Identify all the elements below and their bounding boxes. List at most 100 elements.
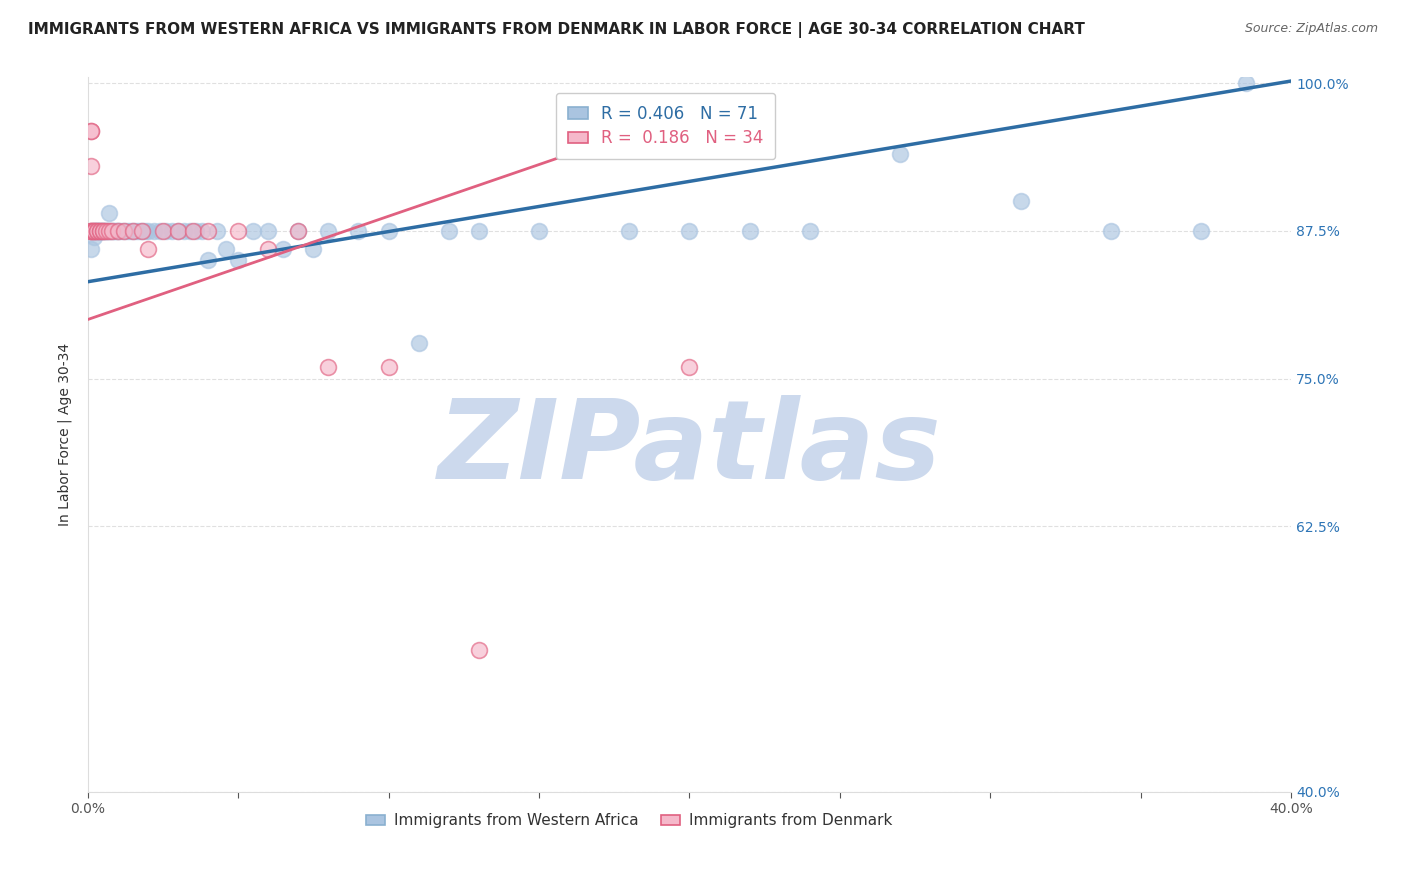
Point: [86, 224, 108, 238]
Point: [678, 359, 700, 374]
Point: [437, 224, 460, 238]
Point: [97, 224, 120, 238]
Point: [136, 242, 159, 256]
Point: [94, 224, 117, 238]
Point: [468, 643, 491, 657]
Point: [125, 224, 148, 238]
Point: [83, 224, 105, 238]
Point: [89, 224, 111, 238]
Point: [191, 224, 214, 238]
Point: [83, 224, 105, 238]
Point: [302, 242, 325, 256]
Point: [89, 224, 111, 238]
Point: [112, 224, 135, 238]
Point: [181, 224, 204, 238]
Point: [107, 224, 129, 238]
Point: [79, 242, 101, 256]
Point: [94, 224, 117, 238]
Point: [197, 224, 219, 238]
Point: [152, 224, 174, 238]
Point: [179, 224, 201, 238]
Point: [197, 253, 219, 268]
Point: [100, 224, 122, 238]
Point: [408, 336, 430, 351]
Point: [242, 224, 264, 238]
Point: [377, 359, 399, 374]
Point: [205, 224, 228, 238]
Point: [889, 147, 911, 161]
Point: [89, 224, 111, 238]
Point: [91, 224, 114, 238]
Point: [155, 224, 177, 238]
Text: Source: ZipAtlas.com: Source: ZipAtlas.com: [1244, 22, 1378, 36]
Point: [91, 224, 114, 238]
Point: [131, 224, 153, 238]
Point: [79, 123, 101, 137]
Point: [91, 224, 114, 238]
Point: [79, 123, 101, 137]
Point: [131, 224, 153, 238]
Point: [100, 224, 122, 238]
Point: [97, 206, 120, 220]
Point: [97, 224, 120, 238]
Point: [118, 224, 141, 238]
Point: [79, 224, 101, 238]
Point: [287, 224, 309, 238]
Point: [107, 224, 129, 238]
Text: ZIPatlas: ZIPatlas: [437, 395, 942, 502]
Text: IMMIGRANTS FROM WESTERN AFRICA VS IMMIGRANTS FROM DENMARK IN LABOR FORCE | AGE 3: IMMIGRANTS FROM WESTERN AFRICA VS IMMIGR…: [28, 22, 1085, 38]
Point: [799, 224, 821, 238]
Point: [110, 224, 132, 238]
Point: [86, 224, 108, 238]
Point: [318, 224, 340, 238]
Point: [79, 224, 101, 238]
Point: [91, 224, 114, 238]
Point: [173, 224, 195, 238]
Point: [79, 159, 101, 173]
Point: [149, 224, 172, 238]
Point: [136, 224, 159, 238]
Point: [83, 224, 105, 238]
Point: [738, 224, 761, 238]
Point: [104, 224, 127, 238]
Point: [86, 224, 108, 238]
Point: [79, 224, 101, 238]
Point: [215, 242, 238, 256]
Point: [619, 224, 641, 238]
Point: [271, 242, 294, 256]
Point: [86, 224, 108, 238]
Point: [89, 224, 111, 238]
Point: [184, 224, 207, 238]
Point: [94, 224, 117, 238]
Point: [318, 359, 340, 374]
Point: [226, 253, 249, 268]
Y-axis label: In Labor Force | Age 30-34: In Labor Force | Age 30-34: [58, 343, 72, 526]
Point: [121, 224, 143, 238]
Point: [121, 224, 143, 238]
Point: [86, 224, 108, 238]
Point: [86, 224, 108, 238]
Point: [134, 224, 156, 238]
Point: [91, 224, 114, 238]
Point: [100, 224, 122, 238]
Point: [1234, 76, 1257, 90]
Point: [104, 224, 127, 238]
Point: [83, 224, 105, 238]
Point: [167, 224, 190, 238]
Point: [128, 224, 150, 238]
Point: [1099, 224, 1122, 238]
Point: [142, 224, 165, 238]
Point: [1010, 194, 1032, 209]
Point: [83, 230, 105, 244]
Point: [226, 224, 249, 238]
Point: [83, 224, 105, 238]
Point: [257, 224, 280, 238]
Point: [79, 224, 101, 238]
Point: [112, 224, 135, 238]
Point: [89, 224, 111, 238]
Point: [468, 224, 491, 238]
Point: [678, 224, 700, 238]
Legend: Immigrants from Western Africa, Immigrants from Denmark: Immigrants from Western Africa, Immigran…: [360, 807, 898, 834]
Point: [167, 224, 190, 238]
Point: [1189, 224, 1212, 238]
